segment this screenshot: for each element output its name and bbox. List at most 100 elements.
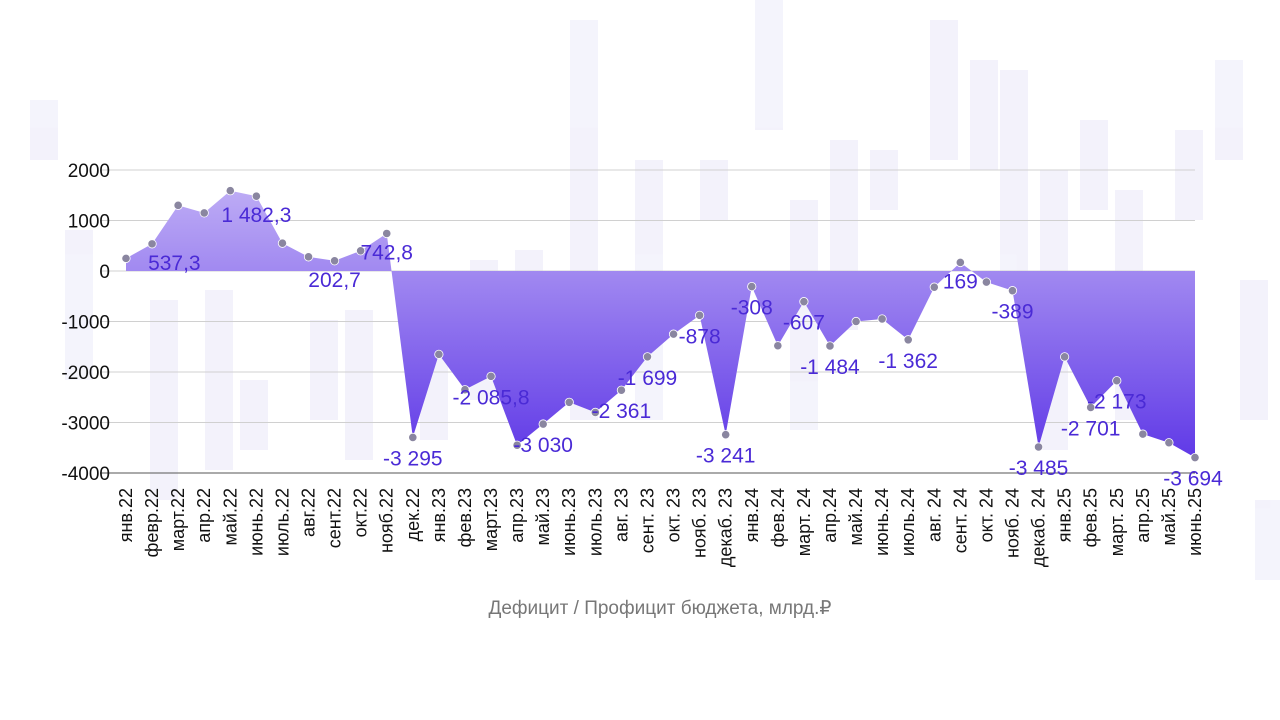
data-point [121,253,131,263]
x-tick-label: окт. 23 [664,488,684,542]
data-point [981,277,992,287]
y-tick-label: 2000 [68,161,110,182]
background-candle [1240,280,1268,420]
data-label: -3 295 [383,447,443,470]
data-point [486,371,496,381]
x-tick-label: сент.22 [325,488,345,548]
data-label: -1 699 [618,367,678,390]
data-label: -308 [731,297,773,320]
x-tick-label: июль.24 [898,488,918,556]
x-tick-label: фев.25 [1081,488,1101,547]
data-point [538,419,548,429]
data-label: 202,7 [308,269,361,292]
background-candle [1080,120,1108,210]
data-point [642,352,653,362]
x-tick-label: янв.25 [1055,488,1075,542]
y-tick-label: -4000 [61,464,110,485]
data-label: -3 694 [1163,468,1223,491]
y-tick-label: -1000 [61,313,110,334]
x-tick-label: нояб.22 [377,488,397,553]
data-label: -1 484 [800,356,860,379]
data-point [590,407,600,417]
x-tick-label: авг.22 [299,488,319,537]
background-candle [930,20,958,160]
x-tick-label: декаб. 23 [716,488,736,567]
y-tick-label: 0 [99,262,110,283]
x-tick-label: авг. 23 [611,488,631,542]
background-candle [240,380,268,450]
x-tick-label: янв.22 [116,488,136,542]
data-point [955,257,965,268]
x-tick-label: март. 25 [1107,488,1127,556]
background-candle [1255,500,1280,580]
data-label: -3 030 [513,434,573,457]
background-candle [65,230,93,380]
x-tick-label: июнь.24 [872,488,892,556]
data-markers [121,186,1200,463]
x-tick-label: нояб. 23 [690,488,710,558]
background-candle [755,0,783,130]
x-tick-label: апр.24 [820,488,840,543]
background-candle [310,320,338,420]
data-point [329,256,340,266]
data-point [1033,442,1044,452]
x-tick-label: июль.22 [272,488,292,556]
data-point [825,341,835,351]
data-point [512,440,522,450]
data-label: -2 085,8 [452,386,529,409]
data-point [799,297,809,307]
background-candle [150,300,178,500]
x-tick-label: янв.24 [742,488,762,542]
x-tick-label: окт. 24 [976,488,996,542]
data-point [356,246,366,256]
x-tick-label: фев.24 [768,488,788,547]
data-point [616,385,626,395]
background-candle [345,310,373,460]
x-tick-label: июнь.22 [246,488,266,556]
x-tick-label: дек.22 [403,488,423,541]
x-tick-label: июнь.23 [559,488,579,556]
data-point [564,397,574,407]
background-candle [870,150,898,210]
x-tick-label: янв.23 [429,488,449,542]
data-labels: 537,3 1 482,3 202,7 742,8 -3 295 -2 085,8 -3 0… [148,204,1223,490]
data-label: 742,8 [360,241,413,264]
data-point [903,335,913,345]
data-point [1086,402,1096,413]
x-tick-label: май.22 [220,488,240,545]
data-point [1138,429,1148,439]
data-point [408,432,418,442]
data-point [668,329,679,339]
data-point [721,430,731,440]
y-axis-ticks: 2000 1000 0 -1000 -2000 -3000 -4000 [61,161,110,485]
data-label: -3 241 [696,445,756,468]
x-tick-label: сент. 24 [950,488,970,553]
data-point [1164,438,1174,448]
data-point [251,191,261,201]
data-point [225,186,235,196]
data-point [382,228,392,239]
data-point [851,316,861,327]
data-point [1190,452,1200,463]
data-point [1112,376,1122,386]
balance-area [126,190,1195,458]
data-point [929,282,939,292]
data-point [199,208,209,218]
x-tick-label: апр.22 [194,488,214,543]
data-label: -2 701 [1061,417,1121,440]
data-point [434,349,444,359]
x-tick-label: март.22 [168,488,188,551]
x-tick-label: май.24 [846,488,866,545]
data-point [277,238,288,248]
x-tick-label: май.23 [533,488,553,545]
x-tick-label: июнь.25 [1185,488,1205,556]
background-candle [1175,130,1203,220]
y-tick-label: -3000 [61,414,110,435]
x-axis-title: Дефицит / Профицит бюджета, млрд.₽ [488,598,831,619]
background-candle [1000,70,1028,280]
x-tick-label: июль.23 [585,488,605,556]
data-label: -389 [991,301,1033,324]
data-label: -878 [679,325,721,348]
